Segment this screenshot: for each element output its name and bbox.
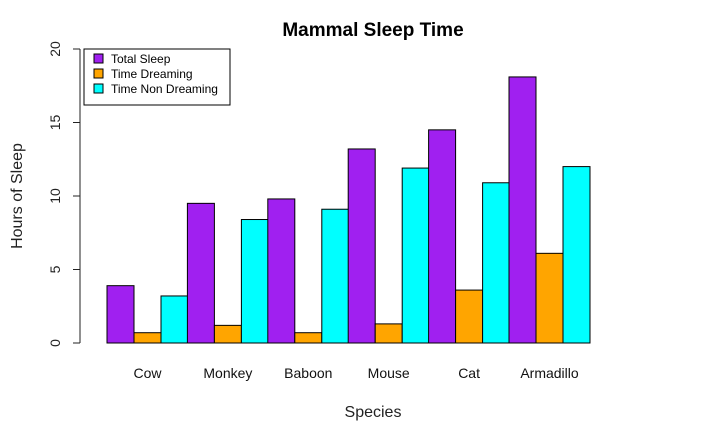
category-label: Cow <box>133 365 162 381</box>
x-axis-label: Species <box>345 404 402 421</box>
bar-time-dreaming-monkey <box>213 324 242 344</box>
bar-time-non-dreaming-monkey <box>240 219 269 344</box>
bar-total-sleep-monkey <box>186 202 215 344</box>
y-axis-label: Hours of Sleep <box>9 143 26 249</box>
legend-label: Time Non Dreaming <box>111 82 218 96</box>
category-label: Baboon <box>284 365 332 381</box>
bar-time-non-dreaming-cow <box>160 295 189 344</box>
bar-time-non-dreaming-cat <box>482 182 511 344</box>
bar-time-non-dreaming-mouse <box>401 167 430 344</box>
bar-time-dreaming-armadillo <box>535 252 564 344</box>
bar-time-dreaming-mouse <box>374 323 403 344</box>
legend-swatch <box>93 83 104 94</box>
category-label: Mouse <box>368 365 410 381</box>
y-tick-label: 10 <box>47 188 63 204</box>
y-tick-label: 5 <box>47 265 63 273</box>
legend-box <box>83 48 231 106</box>
bars <box>106 76 591 344</box>
bar-total-sleep-armadillo <box>508 76 537 344</box>
bar-total-sleep-baboon <box>267 198 296 344</box>
bar-total-sleep-mouse <box>347 148 376 344</box>
legend-swatch <box>93 53 104 64</box>
bar-time-non-dreaming-armadillo <box>562 166 591 344</box>
y-tick-label: 20 <box>47 41 63 57</box>
category-label: Cat <box>458 365 480 381</box>
category-labels: Cow Monkey Baboon Mouse Cat Armadillo <box>133 365 578 381</box>
bar-time-non-dreaming-baboon <box>321 208 350 344</box>
y-tick-label: 0 <box>47 339 63 347</box>
bar-time-dreaming-cow <box>133 332 162 344</box>
bar-total-sleep-cow <box>106 285 135 344</box>
bar-time-dreaming-cat <box>455 289 484 344</box>
y-tick-label: 15 <box>47 115 63 131</box>
category-label: Monkey <box>203 365 252 381</box>
legend-label: Time Dreaming <box>111 67 193 81</box>
legend-label: Total Sleep <box>111 52 171 66</box>
chart-title: Mammal Sleep Time <box>282 20 463 41</box>
legend-swatch <box>93 68 104 79</box>
bar-total-sleep-cat <box>428 129 457 344</box>
bar-time-dreaming-baboon <box>294 332 323 344</box>
y-axis-ticks: 0 5 10 15 20 <box>47 41 80 347</box>
category-label: Armadillo <box>520 365 579 381</box>
